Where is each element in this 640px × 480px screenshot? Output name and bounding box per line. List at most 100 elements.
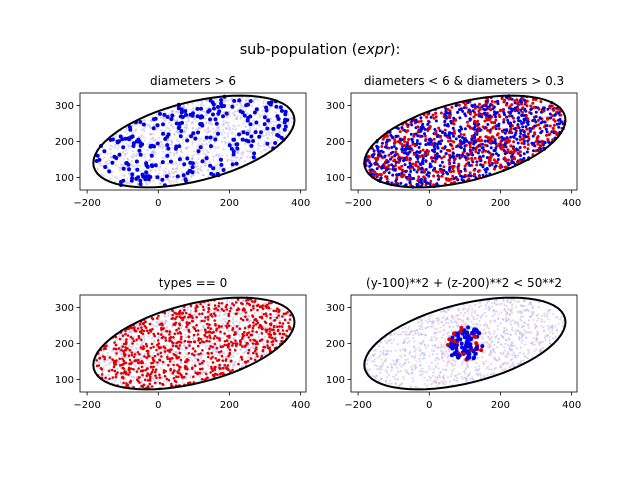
highlight-point (113, 363, 116, 367)
highlight-point (260, 316, 264, 320)
highlight-point (453, 131, 457, 135)
highlight-point (464, 106, 468, 110)
highlight-point (271, 343, 275, 347)
highlight-point (261, 307, 265, 311)
highlight-point (281, 322, 285, 325)
highlight-point (152, 144, 156, 149)
highlight-point (418, 155, 422, 159)
background-point (485, 315, 488, 318)
highlight-point (502, 137, 506, 141)
highlight-point (193, 136, 198, 141)
background-point (136, 183, 139, 186)
background-point (126, 356, 129, 359)
highlight-point (173, 379, 177, 383)
highlight-point (529, 108, 533, 111)
highlight-point (184, 360, 187, 364)
highlight-point (555, 122, 559, 126)
background-point (214, 129, 217, 132)
background-point (424, 334, 427, 337)
background-point (262, 143, 265, 146)
highlight-point (433, 166, 437, 170)
background-point (269, 117, 273, 120)
background-point (236, 109, 239, 113)
highlight-point (226, 367, 229, 370)
highlight-point (239, 343, 242, 347)
highlight-point (150, 164, 155, 169)
highlight-point (235, 312, 238, 315)
highlight-point (521, 111, 525, 114)
background-point (122, 150, 125, 153)
highlight-point (178, 351, 182, 355)
highlight-point (471, 146, 475, 150)
highlight-point (448, 162, 452, 166)
highlight-point (525, 104, 529, 108)
background-point (205, 107, 208, 110)
highlight-point (282, 127, 287, 132)
background-point (266, 325, 269, 328)
highlight-point (216, 336, 219, 340)
highlight-point (187, 321, 190, 325)
highlight-point (436, 142, 440, 146)
background-point (197, 158, 200, 161)
background-point (411, 337, 415, 340)
background-point (143, 155, 146, 158)
background-point (167, 312, 170, 315)
highlight-point (164, 370, 167, 373)
highlight-point (476, 105, 480, 109)
background-point (118, 333, 121, 336)
highlight-point (546, 107, 550, 111)
highlight-point (131, 342, 134, 345)
highlight-point (158, 358, 161, 362)
highlight-point (267, 306, 271, 310)
highlight-point (416, 125, 420, 129)
highlight-point (123, 136, 128, 141)
highlight-point (262, 313, 266, 316)
background-point (205, 344, 208, 347)
background-point (232, 316, 235, 319)
background-point (265, 132, 268, 135)
highlight-point (268, 322, 272, 326)
highlight-point (145, 329, 149, 333)
highlight-point (288, 318, 292, 321)
background-point (218, 125, 221, 129)
highlight-point (163, 346, 167, 350)
highlight-point (539, 144, 543, 148)
background-point (106, 354, 109, 358)
background-point (119, 381, 122, 384)
background-point (274, 343, 277, 346)
background-point (152, 379, 155, 382)
highlight-point (226, 322, 229, 325)
highlight-point (177, 327, 180, 330)
background-point (256, 98, 259, 101)
background-point (207, 151, 210, 154)
highlight-point (275, 114, 280, 119)
highlight-point (466, 120, 469, 124)
highlight-point (481, 142, 484, 146)
highlight-point (175, 174, 180, 179)
highlight-point (421, 122, 425, 126)
highlight-point (502, 120, 506, 124)
highlight-point (143, 355, 146, 358)
background-point (168, 173, 171, 176)
highlight-point (525, 150, 529, 154)
background-point (507, 345, 510, 348)
highlight-point (459, 174, 463, 178)
highlight-point (228, 336, 231, 339)
highlight-point (162, 327, 165, 330)
highlight-point (467, 141, 471, 145)
background-point (113, 351, 116, 354)
background-point (186, 306, 189, 309)
highlight-point (474, 150, 478, 154)
highlight-point (272, 328, 275, 332)
highlight-point (163, 350, 167, 353)
background-point (119, 366, 122, 369)
highlight-point (161, 131, 166, 136)
highlight-point (177, 347, 181, 350)
highlight-point (283, 332, 286, 336)
highlight-point (209, 344, 212, 348)
highlight-point (446, 107, 450, 111)
background-point (183, 355, 187, 358)
highlight-point (410, 119, 414, 123)
highlight-point (209, 371, 212, 374)
background-point (183, 349, 186, 352)
